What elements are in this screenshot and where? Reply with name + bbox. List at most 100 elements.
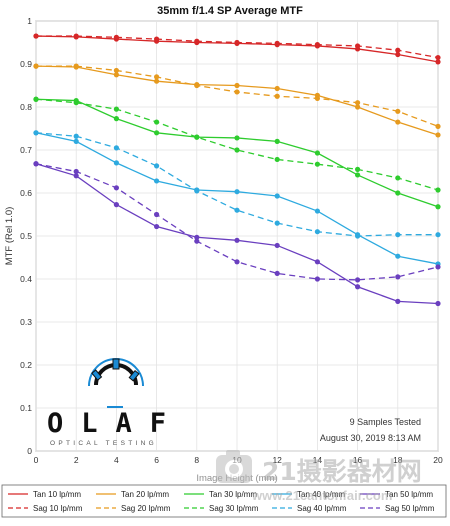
- data-point: [314, 161, 320, 167]
- data-point: [314, 208, 320, 214]
- data-point: [435, 232, 441, 238]
- data-point: [234, 147, 240, 153]
- data-point: [154, 74, 160, 80]
- x-tick-label: 14: [313, 455, 323, 465]
- data-point: [355, 104, 361, 110]
- data-point: [73, 133, 79, 139]
- data-point: [274, 193, 280, 199]
- data-point: [234, 135, 240, 141]
- data-point: [435, 264, 441, 270]
- data-point: [274, 242, 280, 249]
- legend: Tan 10 lp/mm Sag 10 lp/mm Tan 20 lp/mm Sag …: [8, 490, 435, 513]
- legend-item: Tan 10 lp/mm: [8, 490, 81, 499]
- data-point: [194, 82, 200, 89]
- data-point: [274, 85, 280, 92]
- data-point: [113, 160, 119, 166]
- data-point: [435, 300, 441, 307]
- chart-title: 35mm f/1.4 SP Average MTF: [157, 5, 303, 17]
- data-point: [234, 82, 240, 89]
- olaf-logo: OLAF OPTICAL TESTING: [47, 358, 166, 447]
- watermark-text: 21摄影器材网: [262, 457, 422, 486]
- camera-icon: [216, 450, 252, 483]
- samples-note: 9 Samples Tested: [350, 417, 421, 427]
- data-point: [154, 130, 160, 136]
- y-tick-label: 0: [27, 446, 32, 456]
- y-tick-label: 0.4: [20, 274, 32, 284]
- legend-label: Tan 20 lp/mm: [121, 490, 169, 499]
- data-point: [73, 138, 79, 144]
- data-point: [154, 223, 160, 230]
- data-point: [113, 72, 119, 78]
- logo-subtitle: OPTICAL TESTING: [50, 440, 157, 447]
- data-point: [33, 96, 39, 102]
- data-point: [234, 259, 240, 265]
- data-point: [395, 108, 401, 114]
- data-point: [395, 298, 401, 304]
- data-point: [395, 51, 401, 58]
- legend-label: Sag 10 lp/mm: [33, 504, 83, 513]
- data-point: [314, 42, 320, 48]
- data-point: [113, 145, 119, 151]
- data-point: [33, 63, 39, 69]
- data-point: [435, 54, 441, 61]
- y-tick-label: 0.1: [20, 403, 32, 413]
- y-tick-label: 0.6: [20, 188, 32, 198]
- legend-label: Sag 40 lp/mm: [297, 504, 347, 513]
- data-point: [395, 274, 401, 280]
- data-point: [234, 207, 240, 213]
- series-line: [35, 132, 438, 237]
- data-point: [314, 150, 320, 156]
- data-point: [194, 238, 200, 244]
- data-point: [73, 33, 79, 39]
- legend-item: Sag 40 lp/mm: [272, 504, 347, 513]
- data-point: [194, 188, 200, 194]
- data-point: [274, 270, 280, 277]
- data-point: [33, 33, 39, 39]
- data-point: [234, 39, 240, 46]
- data-point: [113, 116, 119, 122]
- data-point: [274, 93, 280, 99]
- data-point: [33, 161, 39, 167]
- series-lines: [33, 33, 441, 307]
- data-point: [355, 166, 361, 172]
- series-sag-10-lp-mm: [33, 33, 441, 61]
- data-point: [395, 119, 401, 125]
- legend-item: Tan 50 lp/mm: [360, 490, 433, 499]
- watermark: 21摄影器材网 www.21cantonfair.com: [216, 450, 422, 503]
- data-point: [435, 187, 441, 193]
- data-point: [395, 232, 401, 238]
- data-point: [73, 168, 79, 175]
- x-tick-label: 16: [353, 455, 363, 465]
- data-point: [73, 173, 79, 179]
- data-point: [435, 132, 441, 138]
- legend-item: Tan 20 lp/mm: [96, 490, 169, 499]
- x-tick-label: 6: [154, 455, 159, 465]
- legend-label: Tan 50 lp/mm: [385, 490, 433, 499]
- data-point: [355, 172, 361, 178]
- legend-item: Sag 20 lp/mm: [96, 504, 171, 513]
- data-point: [435, 59, 441, 65]
- x-tick-label: 2: [74, 455, 79, 465]
- legend-label: Tan 30 lp/mm: [209, 490, 257, 499]
- y-tick-label: 0.7: [20, 145, 32, 155]
- data-point: [355, 284, 361, 290]
- y-axis-label: MTF (Rel 1.0): [4, 207, 15, 266]
- data-point: [33, 130, 39, 136]
- data-point: [154, 211, 160, 218]
- data-point: [314, 276, 320, 282]
- data-point: [435, 204, 441, 210]
- data-point: [73, 63, 79, 69]
- data-point: [274, 138, 280, 144]
- data-point: [154, 78, 160, 84]
- x-tick-label: 18: [393, 455, 403, 465]
- x-tick-label: 12: [272, 455, 282, 465]
- legend-label: Sag 50 lp/mm: [385, 504, 435, 513]
- legend-label: Sag 20 lp/mm: [121, 504, 171, 513]
- data-point: [154, 119, 160, 125]
- data-point: [113, 34, 119, 40]
- data-point: [395, 190, 401, 196]
- date-note: August 30, 2019 8:13 AM: [320, 433, 421, 443]
- data-point: [435, 123, 441, 129]
- data-point: [154, 163, 160, 169]
